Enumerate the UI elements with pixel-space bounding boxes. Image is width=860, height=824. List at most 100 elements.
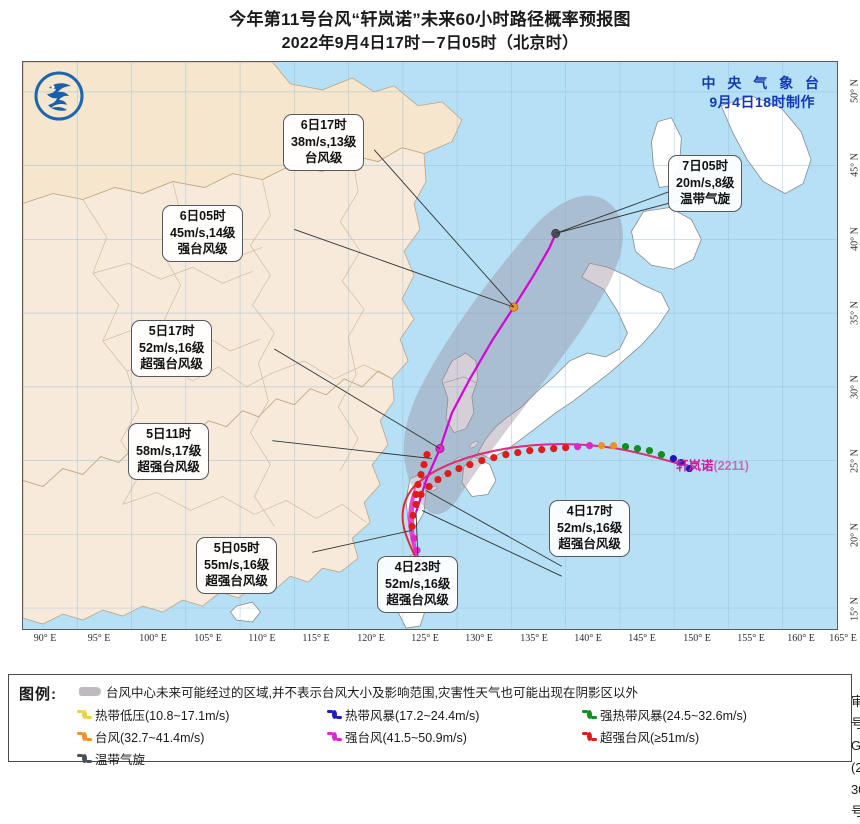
legend-note-text: 台风中心未来可能经过的区域,并不表示台风大小及影响范围,灾害性天气也可能出现在阴… [106,685,638,700]
lon-tick-140: 140° E [574,633,602,644]
callout-grade: 超强台风级 [558,537,621,552]
callout-grade: 超强台风级 [205,574,268,589]
cma-dragon-logo-icon [34,71,84,121]
callout-grade: 台风级 [304,151,343,166]
storm-symbol-icon [77,709,92,720]
legend-left-column: 图例: 台风中心未来可能经过的区域,并不表示台风大小及影响范围,灾害性天气也可能… [9,675,839,767]
lon-tick-165: 165° E [829,633,857,644]
title-line-1: 今年第11号台风“轩岚诺”未来60小时路径概率预报图 [229,10,631,29]
lon-tick-160: 160° E [787,633,815,644]
lat-tick-45: 45° N [849,153,860,177]
callout-wind: 38m/s,13级 [291,134,357,149]
callout-wind: 45m/s,14级 [170,225,236,240]
lon-tick-90: 90° E [33,633,57,644]
storm-symbol-icon [77,731,92,742]
legend-item-label: 温带气旋 [95,752,146,767]
callout-7d05[interactable]: 7日05时 20m/s,8级 温带气旋 [668,155,743,212]
legend-item-extratropical-cyclone: 温带气旋 [77,749,329,768]
callout-wind: 52m/s,16级 [139,340,205,355]
agency-issue-time: 9月4日18时制作 [709,93,816,110]
lon-tick-155: 155° E [737,633,765,644]
land-hainan [229,601,261,623]
legend-item-super-typhoon: 超强台风(≥51m/s) [582,727,839,746]
lon-tick-120: 120° E [357,633,385,644]
legend-panel: 图例: 台风中心未来可能经过的区域,并不表示台风大小及影响范围,灾害性天气也可能… [8,674,860,819]
legend-cone-note: 台风中心未来可能经过的区域,并不表示台风大小及影响范围,灾害性天气也可能出现在阴… [79,681,839,701]
callout-6d17[interactable]: 6日17时 38m/s,13级 台风级 [283,114,365,171]
agency-attribution: 中 央 气 象 台 9月4日18时制作 [701,74,823,112]
legend-item-label: 强热带风暴(24.5~32.6m/s) [600,708,747,723]
callout-wind: 20m/s,8级 [676,175,735,190]
lon-tick-125: 125° E [411,633,439,644]
observed-track-line-overlay [415,443,682,485]
lon-tick-110: 110° E [248,633,276,644]
approval-label: 审图号: [851,694,860,732]
lon-tick-95: 95° E [87,633,111,644]
callout-5d17[interactable]: 5日17时 52m/s,16级 超强台风级 [131,320,213,377]
callout-wind: 52m/s,16级 [385,576,451,591]
legend-title: 图例: [19,686,57,703]
lat-tick-25: 25° N [849,449,860,473]
callout-wind: 52m/s,16级 [557,520,623,535]
callout-5d05[interactable]: 5日05时 55m/s,16级 超强台风级 [196,537,278,594]
legend-items: 热带低压(10.8~17.1m/s) 热带风暴(17.2~24.4m/s) 强热… [77,703,839,769]
map-canvas [23,62,837,629]
callout-wind: 55m/s,16级 [204,557,270,572]
callout-4d23[interactable]: 4日23时 52m/s,16级 超强台风级 [377,556,459,613]
storm-symbol-icon [582,731,597,742]
callout-time: 7日05时 [682,159,729,173]
legend-item-label: 热带低压(10.8~17.1m/s) [95,708,230,723]
lon-tick-135: 135° E [520,633,548,644]
storm-symbol-icon [327,709,342,720]
callout-5d11[interactable]: 5日11时 58m/s,17级 超强台风级 [128,423,210,480]
callout-grade: 超强台风级 [137,460,200,475]
lat-tick-40: 40° N [849,227,860,251]
approval-block: 审图号: GS (2019) 3082号 [839,675,860,819]
storm-symbol-icon [582,709,597,720]
callout-4d17[interactable]: 4日17时 52m/s,16级 超强台风级 [549,500,631,557]
lat-tick-35: 35° N [849,301,860,325]
callout-time: 5日05时 [213,541,260,555]
callout-grade: 温带气旋 [680,192,731,207]
legend-row-1: 热带低压(10.8~17.1m/s) 热带风暴(17.2~24.4m/s) 强热… [77,703,839,725]
cone-swatch-icon [79,686,101,696]
lon-tick-105: 105° E [194,633,222,644]
callout-time: 4日23时 [394,560,441,574]
lat-tick-30: 30° N [849,375,860,399]
storm-symbol-icon [77,753,92,764]
callout-wind: 58m/s,17级 [136,443,202,458]
legend-row-3: 温带气旋 [77,747,839,769]
lon-tick-150: 150° E [683,633,711,644]
callout-6d05[interactable]: 6日05时 45m/s,14级 强台风级 [162,205,244,262]
legend-item-tropical-storm: 热带风暴(17.2~24.4m/s) [327,705,584,724]
agency-name: 中 央 气 象 台 [701,75,823,91]
lat-tick-20: 20° N [849,523,860,547]
callout-time: 5日17时 [148,324,195,338]
forecast-cone [403,195,623,515]
callout-leader-lines [272,149,706,609]
lon-tick-145: 145° E [628,633,656,644]
legend-item-label: 超强台风(≥51m/s) [600,730,700,745]
callout-time: 4日17时 [566,504,613,518]
callout-grade: 超强台风级 [386,593,449,608]
lon-tick-115: 115° E [302,633,330,644]
legend-item-severe-typhoon: 强台风(41.5~50.9m/s) [327,727,584,746]
lat-tick-50: 50° N [849,79,860,103]
callout-grade: 强台风级 [177,242,228,257]
land-japan-honshu [477,262,670,460]
lon-tick-130: 130° E [465,633,493,644]
typhoon-name-label: 轩岚诺(2211) [676,455,749,474]
land-hokkaido [631,207,702,270]
approval-number: GS (2019) 3082号 [851,738,860,820]
callout-grade: 超强台风级 [140,357,203,372]
callout-time: 6日05时 [179,209,226,223]
legend-item-label: 台风(32.7~41.4m/s) [95,730,205,745]
legend-item-label: 热带风暴(17.2~24.4m/s) [345,708,480,723]
storm-symbol-icon [327,731,342,742]
typhoon-code: (2211) [713,459,749,473]
lat-tick-15: 15° N [849,597,860,621]
legend-item-severe-tropical-storm: 强热带风暴(24.5~32.6m/s) [582,705,839,724]
page-title: 今年第11号台风“轩岚诺”未来60小时路径概率预报图 2022年9月4日17时－… [0,0,860,55]
callout-time: 5日11时 [146,427,192,441]
typhoon-name-text: 轩岚诺 [676,459,714,473]
